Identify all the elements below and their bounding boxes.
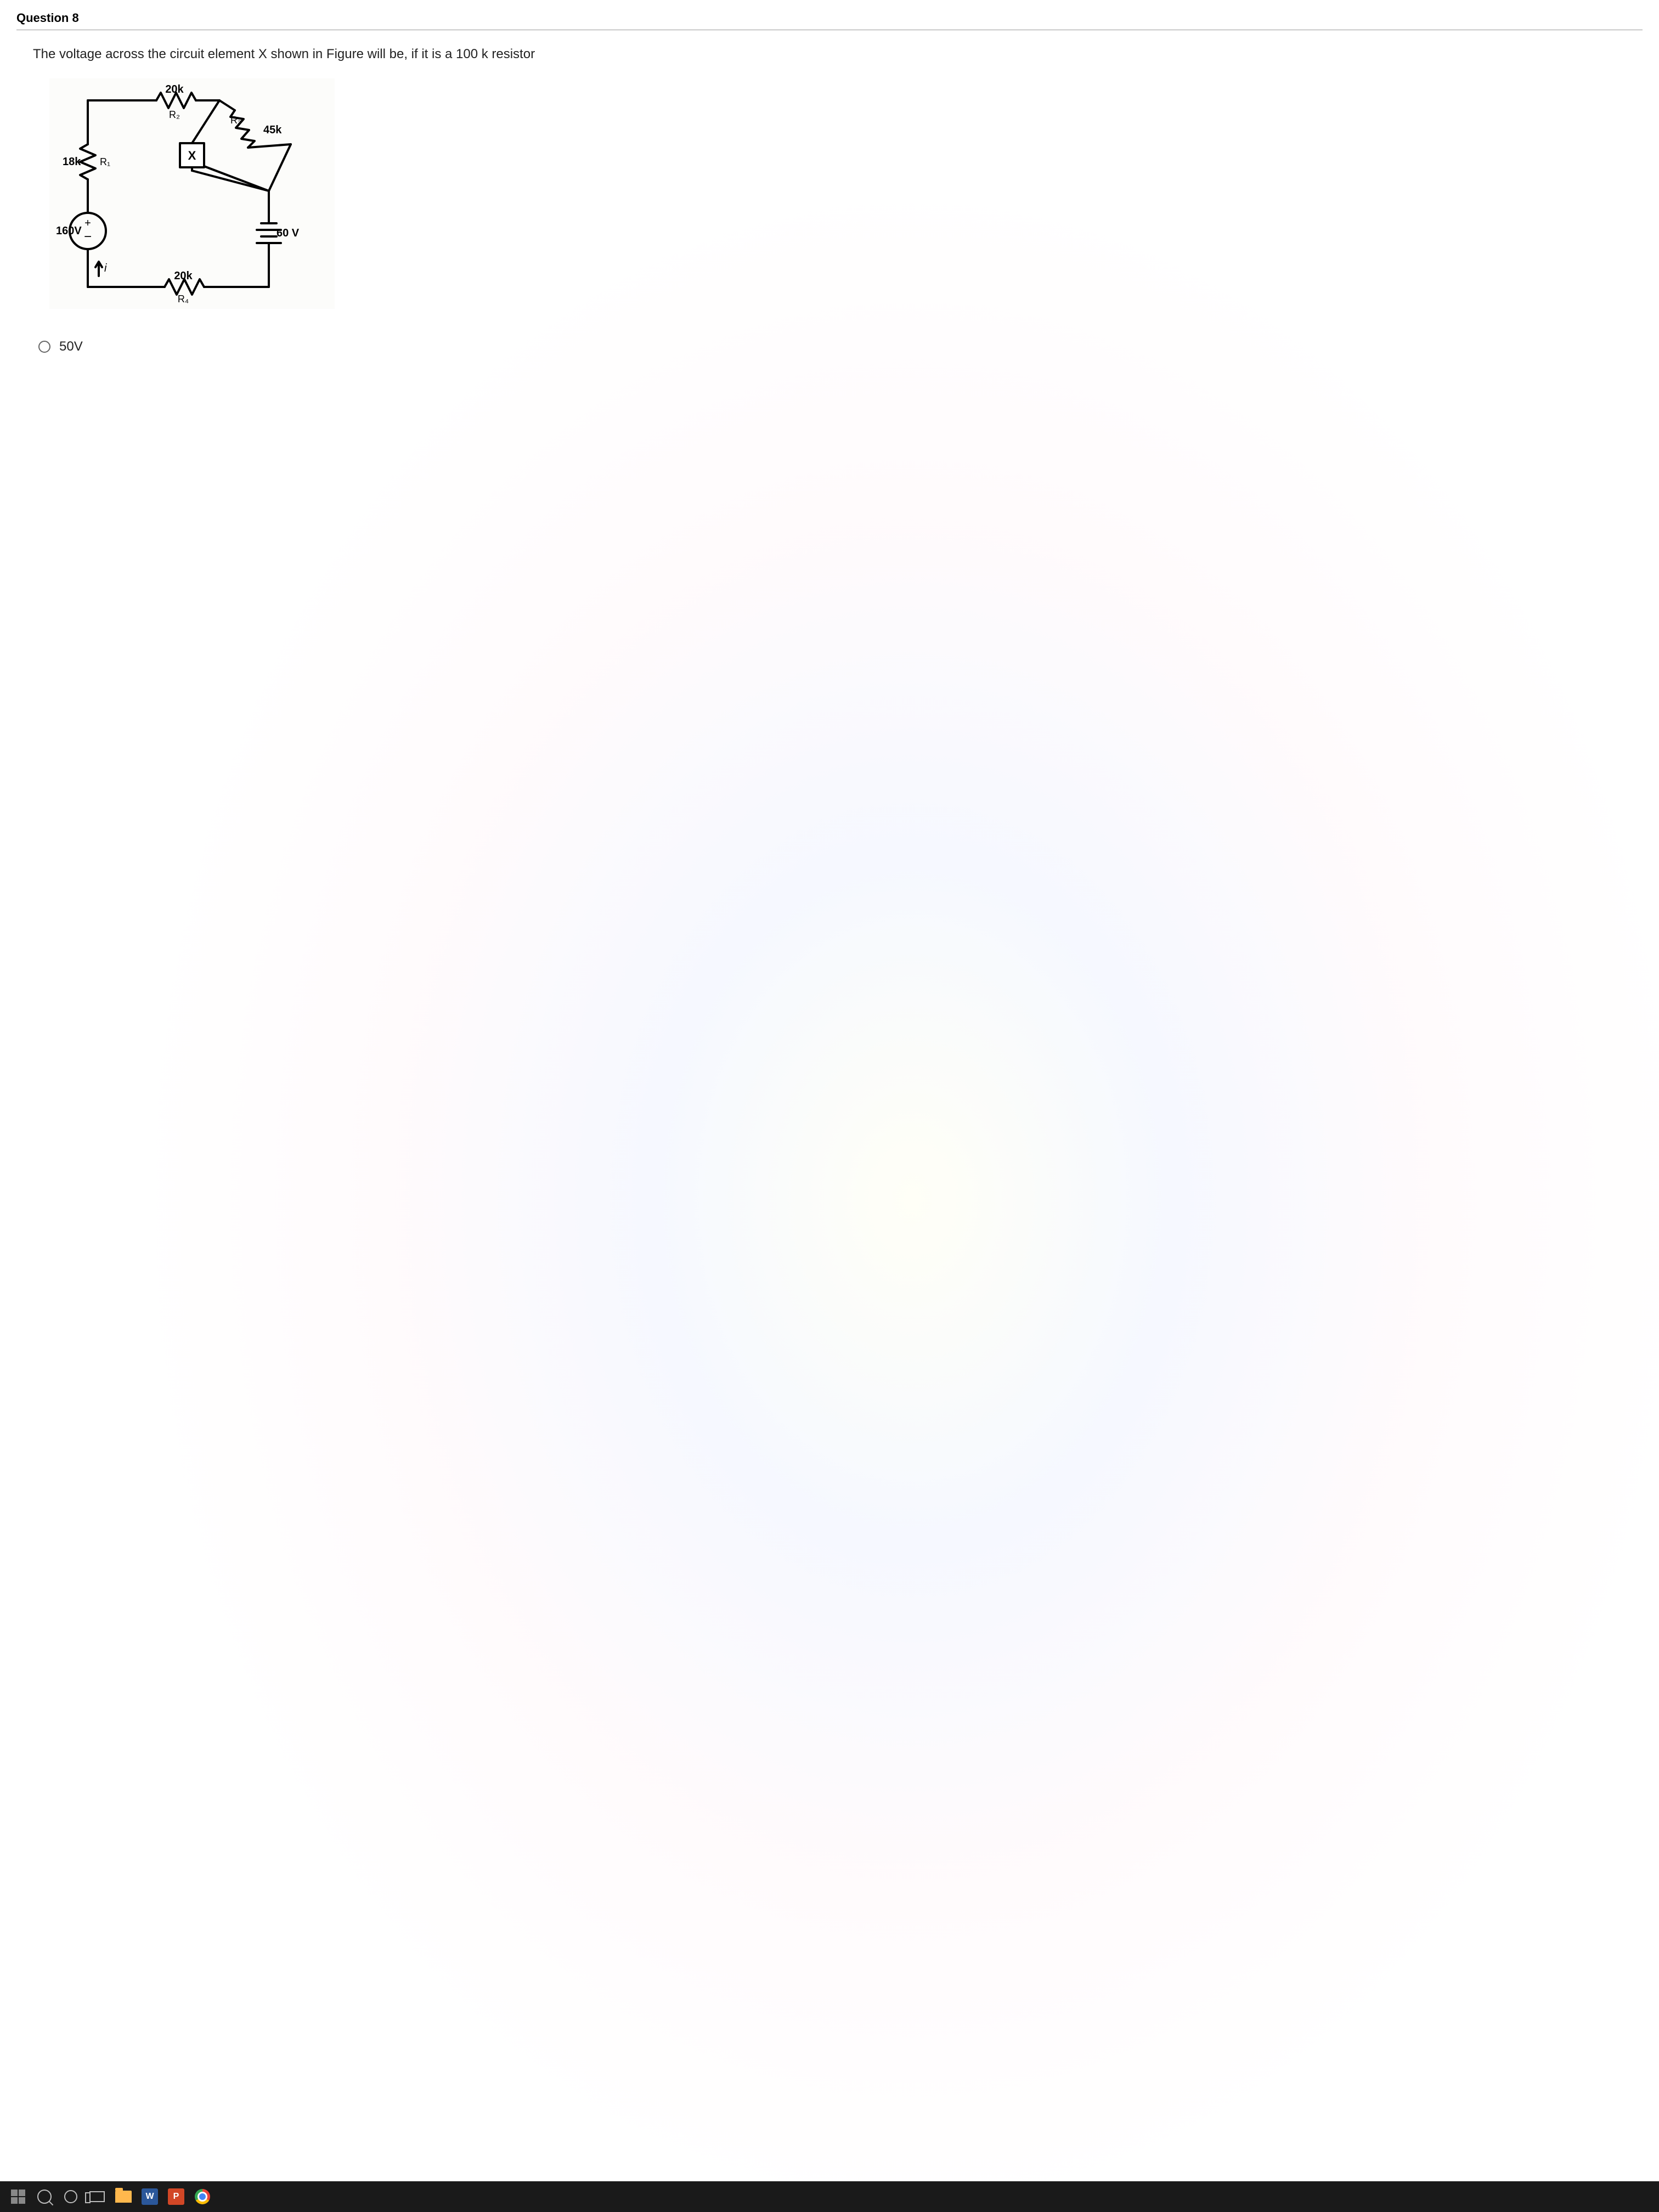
chrome-icon[interactable]	[191, 2185, 214, 2208]
question-number: Question 8	[16, 11, 1643, 30]
r3-label: R₃	[230, 115, 241, 126]
vsource-label: 160V	[56, 225, 82, 237]
file-explorer-icon[interactable]	[112, 2185, 135, 2208]
r3-value: 45k	[263, 124, 282, 136]
element-x-label: X	[188, 149, 196, 162]
r1-label: R₁	[100, 156, 110, 167]
circuit-diagram: + − 20k R₂ R₃ 45k 18k R₁ 160V X 60 V 20k…	[16, 78, 1643, 312]
option-a-label: 50V	[59, 339, 83, 354]
battery-label: 60 V	[276, 227, 300, 239]
svg-text:+: +	[84, 217, 91, 229]
r1-value: 18k	[63, 156, 81, 168]
question-prompt: The voltage across the circuit element X…	[16, 47, 1643, 62]
r4-label: R₄	[178, 294, 189, 304]
current-label: i	[104, 262, 107, 274]
quiz-panel: Question 8 The voltage across the circui…	[0, 0, 1659, 2181]
option-a[interactable]: 50V	[16, 339, 1643, 354]
windows-taskbar: W P	[0, 2181, 1659, 2212]
cortana-icon[interactable]	[59, 2185, 82, 2208]
r4-value: 20k	[174, 270, 193, 282]
powerpoint-icon[interactable]: P	[165, 2185, 188, 2208]
radio-icon[interactable]	[38, 341, 50, 353]
start-button[interactable]	[7, 2185, 30, 2208]
taskview-icon[interactable]	[86, 2185, 109, 2208]
word-icon[interactable]: W	[138, 2185, 161, 2208]
r2-label: R₂	[169, 109, 180, 120]
svg-text:−: −	[84, 229, 92, 244]
search-icon[interactable]	[33, 2185, 56, 2208]
r2-value: 20k	[165, 83, 184, 95]
circuit-svg: + − 20k R₂ R₃ 45k 18k R₁ 160V X 60 V 20k…	[49, 78, 335, 309]
